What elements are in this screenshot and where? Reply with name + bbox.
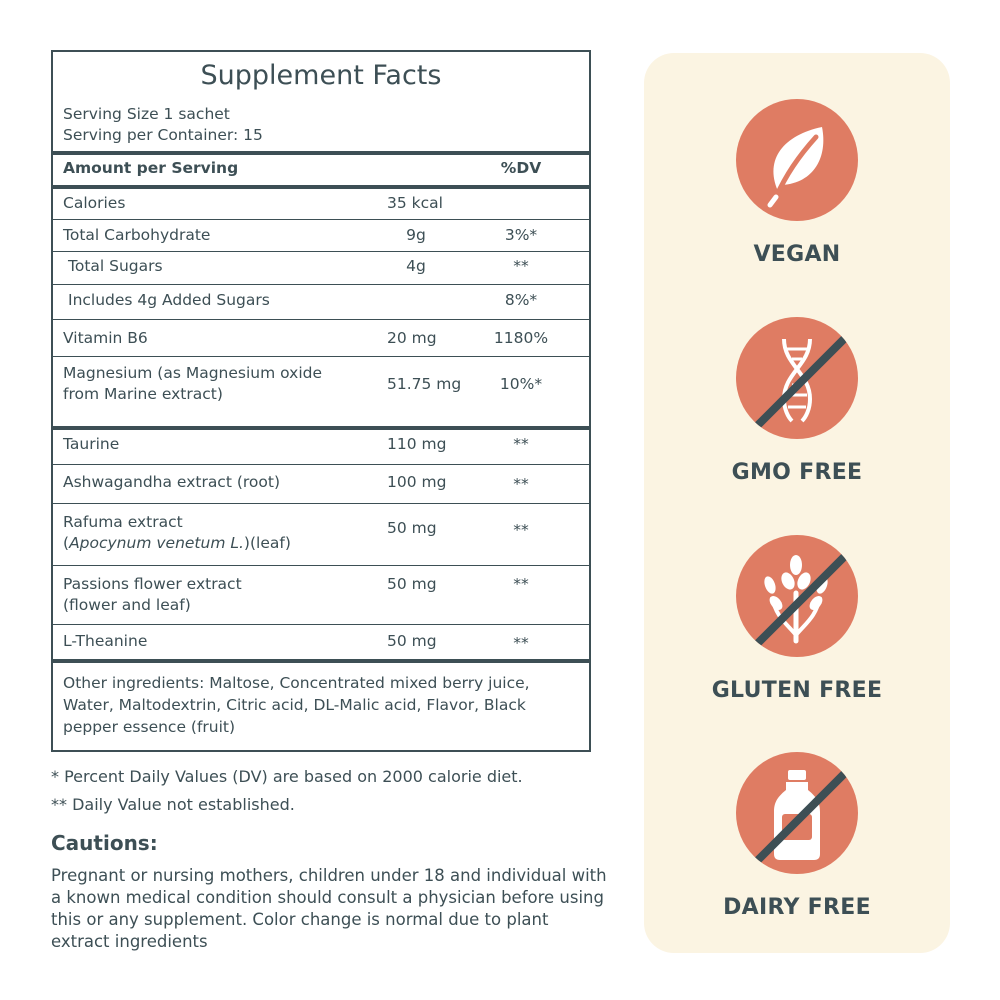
row-name: Includes 4g Added Sugars — [68, 291, 270, 309]
cautions-text: Pregnant or nursing mothers, children un… — [51, 866, 607, 951]
divider — [53, 356, 589, 357]
row-name-line1: Passions flower extract — [63, 575, 242, 593]
divider-thick — [53, 659, 589, 663]
row-name: Passions flower extract (flower and leaf… — [63, 574, 242, 616]
row-name-line2: (flower and leaf) — [63, 596, 191, 614]
row-dv: 10%* — [499, 375, 543, 393]
badge-circle — [736, 535, 858, 657]
divider — [53, 503, 589, 504]
divider — [53, 565, 589, 566]
divider — [53, 624, 589, 625]
badge-label: GLUTEN FREE — [711, 678, 883, 703]
badge-circle — [736, 99, 858, 221]
facts-title: Supplement Facts — [200, 60, 442, 91]
row-amount: 51.75 mg — [387, 375, 462, 393]
milk-bottle-crossed-icon — [743, 763, 855, 874]
leaf-icon — [767, 127, 824, 208]
badge-circle — [736, 317, 858, 439]
row-dv: 3%* — [504, 226, 538, 244]
row-dv: ** — [513, 521, 529, 539]
dna-crossed-icon — [743, 328, 855, 439]
not-established-footnote: ** Daily Value not established. — [51, 795, 295, 814]
divider-thick — [53, 185, 589, 189]
badge-circle — [736, 752, 858, 874]
row-name: Magnesium (as Magnesium oxide from Marin… — [63, 363, 322, 405]
row-name: Total Carbohydrate — [63, 226, 211, 244]
row-name: Vitamin B6 — [63, 329, 148, 347]
dv-footnote: * Percent Daily Values (DV) are based on… — [51, 767, 523, 786]
row-name-line1: Magnesium (as Magnesium oxide — [63, 364, 323, 382]
row-dv: ** — [513, 575, 529, 593]
other-ingredients: Other ingredients: Maltose, Concentrated… — [63, 674, 530, 736]
row-name: Total Sugars — [68, 257, 163, 275]
row-name-line2: from Marine extract) — [63, 385, 223, 403]
row-amount: 100 mg — [387, 473, 447, 491]
row-amount: 35 kcal — [387, 194, 443, 212]
cautions-heading: Cautions: — [51, 831, 158, 855]
row-name: Calories — [63, 194, 126, 212]
serving-info: Serving Size 1 sachet Serving per Contai… — [63, 104, 263, 146]
row-amount: 4g — [406, 257, 426, 275]
badge-label: GMO FREE — [731, 460, 863, 485]
row-amount: 50 mg — [387, 632, 437, 650]
serving-size: Serving Size 1 sachet — [63, 105, 230, 123]
badge-label: VEGAN — [753, 242, 841, 267]
divider — [53, 464, 589, 465]
dv-header: %DV — [500, 159, 542, 177]
row-name: Taurine — [63, 435, 120, 453]
row-amount: 9g — [406, 226, 426, 244]
supplement-facts-table: Supplement Facts Serving Size 1 sachet S… — [51, 50, 591, 752]
row-dv: 1180% — [493, 329, 549, 347]
divider-thick — [53, 151, 589, 155]
servings-per-container: Serving per Container: 15 — [63, 126, 263, 144]
row-amount: 50 mg — [387, 519, 437, 537]
row-dv: ** — [513, 475, 529, 493]
row-dv: ** — [513, 634, 529, 652]
badge-label: DAIRY FREE — [723, 895, 871, 920]
row-name: Rafuma extract (Apocynum venetum L.)(lea… — [63, 512, 291, 554]
row-amount: 50 mg — [387, 575, 437, 593]
divider — [53, 251, 589, 252]
divider — [53, 219, 589, 220]
row-amount: 20 mg — [387, 329, 437, 347]
row-name: L-Theanine — [63, 632, 148, 650]
divider — [53, 284, 589, 285]
row-amount: 110 mg — [387, 435, 447, 453]
divider — [53, 319, 589, 320]
row-dv: ** — [513, 257, 529, 275]
amount-per-serving-header: Amount per Serving — [63, 159, 239, 177]
row-dv: ** — [513, 435, 529, 453]
row-name-line2-rest: )(leaf) — [243, 534, 291, 552]
wheat-crossed-icon — [743, 546, 855, 657]
scientific-name: Apocynum venetum L. — [69, 534, 244, 552]
row-name: Ashwagandha extract (root) — [63, 473, 281, 491]
row-name-line1: Rafuma extract — [63, 513, 183, 531]
divider-thick — [53, 426, 589, 430]
row-name-line2: (Apocynum venetum L.)(leaf) — [63, 534, 291, 552]
row-dv: 8%* — [504, 291, 538, 309]
badge-panel: VEGAN GMO FREE — [644, 53, 950, 953]
